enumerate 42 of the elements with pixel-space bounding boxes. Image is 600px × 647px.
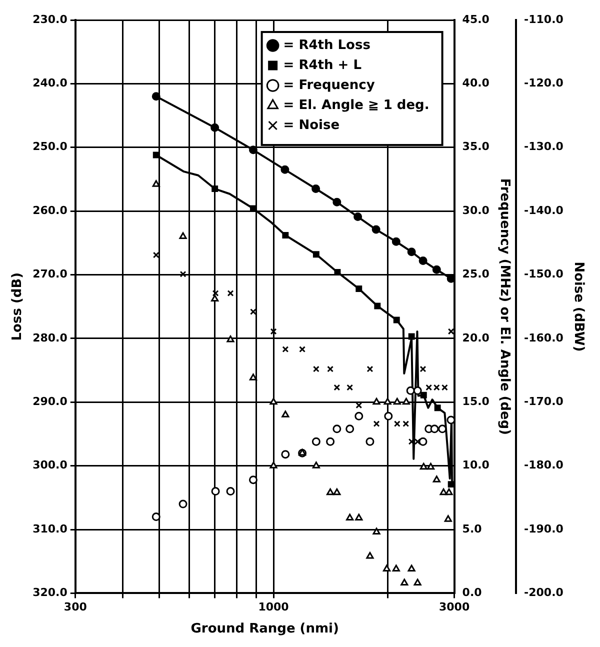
y-tick-label: 290.0	[32, 394, 68, 408]
y2-tick-label: 15.0	[462, 394, 490, 408]
y2-tick-label: 30.0	[462, 204, 490, 217]
y-tick-label: 250.0	[32, 140, 68, 154]
x-axis-title: Ground Range (nmi)	[190, 622, 339, 637]
legend-label: = Frequency	[283, 78, 376, 93]
y2-tick-label: 5.0	[462, 522, 482, 536]
y2-tick-label: 45.0	[462, 12, 490, 26]
y2-tick-label: 40.0	[462, 76, 490, 90]
y-tick-label: 280.0	[32, 331, 68, 344]
legend-label: = R4th + L	[283, 58, 362, 73]
y3-tick-label: -110.0	[524, 12, 564, 26]
legend-label: = Noise	[283, 118, 340, 133]
y2-axis-title: Frequency (MHz) or El. Angle (deg)	[496, 178, 512, 436]
y3-tick-label: -150.0	[524, 268, 564, 281]
x-tick-label: 1000	[258, 600, 290, 614]
x-tick-label: 3000	[438, 600, 470, 614]
y-tick-label: 310.0	[32, 522, 68, 536]
legend-label: = El. Angle ≧ 1 deg.	[283, 98, 430, 113]
y2-tick-label: 25.0	[462, 268, 490, 281]
y3-tick-label: -130.0	[524, 140, 564, 154]
y2-tick-label: 10.0	[462, 458, 490, 472]
y2-tick-label: 0.0	[462, 586, 482, 600]
y-tick-label: 270.0	[32, 268, 68, 281]
x-tick-label: 300	[64, 600, 88, 614]
y2-tick-label: 35.0	[462, 140, 490, 154]
y-tick-label: 260.0	[32, 204, 68, 217]
y3-tick-label: -140.0	[524, 204, 564, 217]
y3-axis-title: Noise (dBW)	[570, 262, 586, 352]
y3-tick-label: -190.0	[524, 522, 564, 536]
y3-tick-label: -120.0	[524, 76, 564, 90]
y-tick-label: 320.0	[32, 586, 68, 600]
y-tick-label: 230.0	[32, 12, 68, 26]
y2-tick-label: 20.0	[462, 331, 490, 344]
y3-tick-label: -180.0	[524, 458, 564, 472]
legend-label: = R4th Loss	[283, 38, 371, 53]
y-tick-label: 300.0	[32, 458, 68, 472]
y-axis-title: Loss (dB)	[10, 272, 26, 341]
y3-tick-label: -160.0	[524, 331, 564, 344]
y-tick-label: 240.0	[32, 76, 68, 90]
y3-tick-label: -170.0	[524, 394, 564, 408]
y3-tick-label: -200.0	[524, 586, 564, 600]
